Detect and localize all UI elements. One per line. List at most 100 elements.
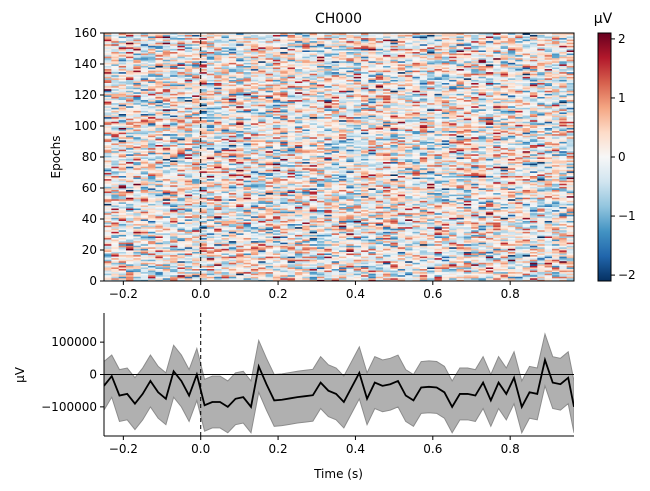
heatmap-cell [456, 229, 465, 232]
heatmap-cell [265, 191, 274, 194]
heatmap-cell [250, 184, 259, 187]
heatmap-cell [478, 277, 487, 280]
heatmap-cell [206, 246, 215, 249]
heatmap-cell [529, 253, 538, 256]
heatmap-cell [140, 189, 149, 192]
heatmap-cell [456, 222, 465, 225]
heatmap-cell [236, 234, 244, 237]
heatmap-cell [170, 276, 178, 279]
heatmap-cell [206, 274, 215, 277]
heatmap-cell [427, 191, 435, 194]
heatmap-cell [405, 240, 413, 243]
heatmap-cell [368, 200, 377, 203]
heatmap-cell [507, 212, 516, 215]
heatmap-cell [331, 220, 340, 223]
heatmap-cell [228, 240, 237, 243]
heatmap-cell [331, 194, 340, 197]
heatmap-cell [184, 239, 193, 242]
heatmap-cell [515, 203, 523, 206]
heatmap-cell [493, 180, 501, 183]
heatmap-cell [478, 181, 487, 184]
heatmap-cell [346, 245, 355, 248]
heatmap-cell [258, 239, 266, 242]
heatmap-cell [361, 219, 369, 221]
heatmap-cell [537, 226, 546, 229]
heatmap-cell [434, 257, 443, 260]
heatmap-cell [118, 183, 127, 186]
heatmap-cell [316, 217, 325, 220]
heatmap-cell [522, 243, 531, 246]
heatmap-cell [500, 260, 509, 263]
heatmap-cell [177, 246, 186, 249]
heatmap-cell [515, 262, 523, 265]
heatmap-cell [280, 267, 288, 269]
heatmap-cell [111, 206, 120, 209]
heatmap-cell [493, 251, 501, 254]
heatmap-cell [529, 183, 538, 186]
heatmap-cell [265, 209, 274, 212]
heatmap-cell [228, 206, 237, 209]
heatmap-cell [331, 209, 340, 212]
heatmap-cell [500, 254, 509, 257]
heatmap-cell [390, 262, 399, 265]
heatmap-cell [243, 197, 252, 200]
heatmap-cell [199, 194, 208, 197]
heatmap-cell [463, 205, 472, 207]
heatmap-cell [133, 250, 142, 252]
heatmap-cell [427, 212, 435, 215]
heatmap-cell [456, 209, 465, 212]
heatmap-cell [214, 183, 222, 186]
heatmap-cell [133, 268, 142, 271]
heatmap-cell [537, 271, 546, 274]
heatmap-cell [162, 219, 171, 221]
heatmap-cell [405, 263, 413, 266]
heatmap-cell [236, 195, 244, 198]
heatmap-cell [243, 274, 252, 277]
heatmap-cell [427, 181, 435, 184]
heatmap-cell [507, 270, 516, 273]
heatmap-cell [206, 251, 215, 254]
heatmap-cell [309, 212, 318, 215]
heatmap-cell [236, 248, 244, 251]
heatmap-cell [155, 220, 164, 223]
heatmap-cell [206, 253, 215, 256]
heatmap-cell [427, 192, 435, 195]
heatmap-cell [170, 212, 178, 215]
heatmap-cell [148, 279, 156, 282]
heatmap-cell [339, 189, 347, 192]
heatmap-cell [184, 223, 193, 226]
heatmap-cell [214, 203, 222, 206]
heatmap-cell [441, 209, 450, 212]
heatmap-cell [390, 256, 399, 259]
heatmap-cell [221, 188, 230, 190]
heatmap-cell [162, 209, 171, 212]
heatmap-cell [148, 254, 156, 257]
heatmap-cell [463, 215, 472, 218]
heatmap-cell [390, 259, 399, 262]
heatmap-cell [449, 180, 457, 183]
heatmap-cell [192, 234, 200, 237]
heatmap-cell [419, 183, 428, 186]
heatmap-cell [390, 265, 399, 268]
heatmap-cell [324, 197, 333, 200]
heatmap-cell [515, 211, 523, 214]
heatmap-cell [243, 273, 252, 276]
heatmap-cell [170, 226, 178, 229]
heatmap-cell [104, 256, 112, 259]
heatmap-cell [383, 256, 391, 259]
heatmap-cell [324, 191, 333, 194]
heatmap-cell [243, 254, 252, 257]
heatmap-cell [177, 203, 186, 206]
heatmap-cell [559, 243, 568, 246]
heatmap-cell [537, 270, 546, 273]
heatmap-cell [162, 203, 171, 206]
heatmap-cell [250, 186, 259, 189]
heatmap-cell [412, 197, 421, 200]
heatmap-cell [162, 217, 171, 220]
heatmap-cell [515, 222, 523, 225]
heatmap-cell [133, 242, 142, 245]
heatmap-cell [104, 201, 112, 204]
heatmap-cell [537, 184, 546, 187]
heatmap-cell [243, 183, 252, 186]
heatmap-cell [441, 183, 450, 186]
